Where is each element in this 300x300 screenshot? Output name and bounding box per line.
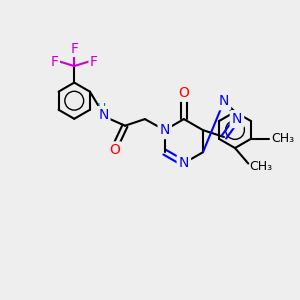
Text: CH₃: CH₃ (271, 133, 294, 146)
Text: N: N (232, 112, 242, 126)
Text: F: F (90, 55, 98, 69)
Text: F: F (51, 55, 58, 69)
Text: N: N (179, 156, 189, 170)
Text: F: F (70, 42, 78, 56)
Text: O: O (178, 86, 189, 100)
Text: CH₃: CH₃ (250, 160, 273, 173)
Text: N: N (160, 123, 170, 137)
Text: H: H (97, 102, 106, 116)
Text: N: N (98, 107, 109, 122)
Text: O: O (109, 143, 120, 158)
Text: N: N (219, 94, 229, 108)
